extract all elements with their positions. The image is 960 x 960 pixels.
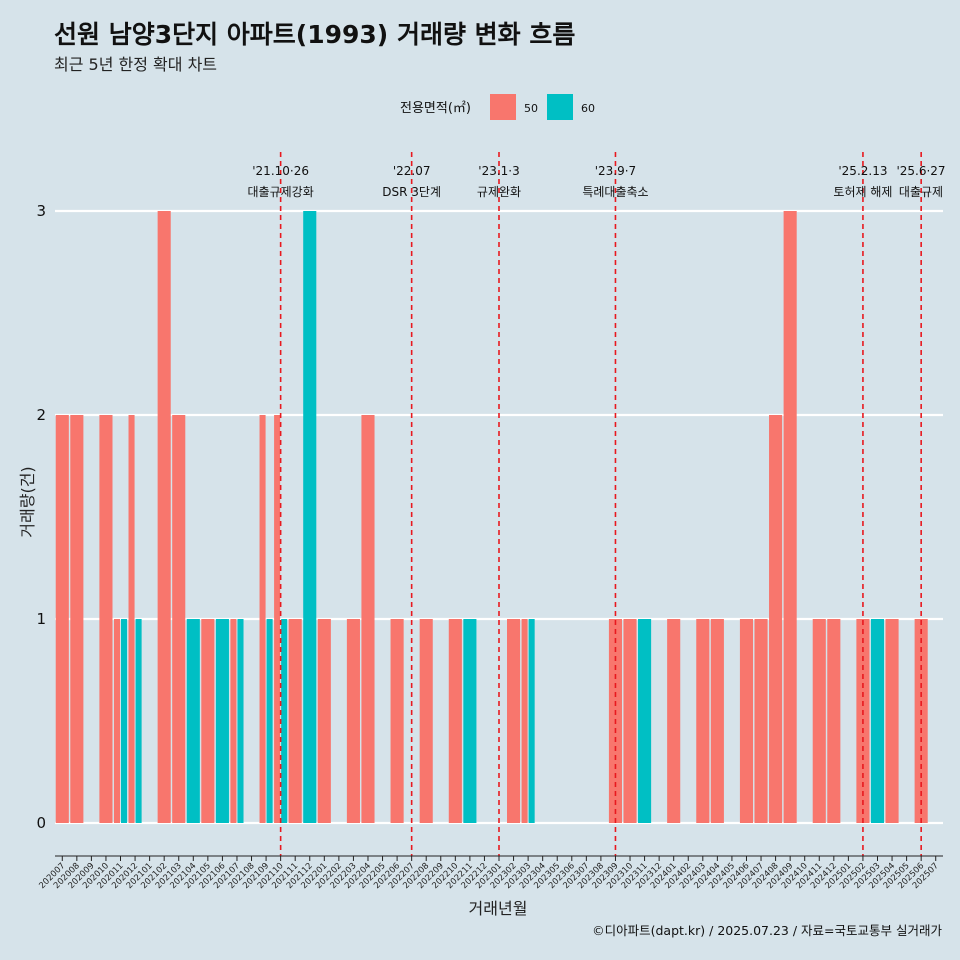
bar-50 <box>419 619 433 823</box>
bar-50 <box>113 619 121 823</box>
bar-50 <box>710 619 724 823</box>
caption: ©디아파트(dapt.kr) / 2025.07.23 / 자료=국토교통부 실… <box>592 923 942 938</box>
event-date: '23.9·7 <box>595 164 636 178</box>
bar-60 <box>186 619 200 823</box>
bar-50 <box>128 415 135 823</box>
bar-50 <box>259 415 266 823</box>
bars <box>55 211 928 823</box>
bar-50 <box>361 415 375 823</box>
bar-50 <box>157 211 171 823</box>
event-label: DSR 3단계 <box>382 185 441 199</box>
bar-60 <box>303 211 317 823</box>
x-axis-title: 거래년월 <box>469 899 528 918</box>
bar-50 <box>812 619 826 823</box>
bar-50 <box>827 619 841 823</box>
bar-50 <box>55 415 69 823</box>
bar-60 <box>266 619 273 823</box>
bar-50 <box>754 619 768 823</box>
bar-60 <box>237 619 244 823</box>
event-date: '25.2.13 <box>838 164 887 178</box>
legend-swatch-60 <box>547 94 573 120</box>
event-date: '22.07 <box>393 164 431 178</box>
y-tick-label: 1 <box>36 610 46 628</box>
chart-title: 선원 남양3단지 아파트(1993) 거래량 변화 흐름 <box>54 20 575 49</box>
bar-50 <box>317 619 331 823</box>
bar-50 <box>274 415 281 823</box>
bar-50 <box>769 415 783 823</box>
bar-50 <box>448 619 462 823</box>
bar-50 <box>739 619 754 823</box>
bar-60 <box>528 619 535 823</box>
bar-50 <box>783 211 797 823</box>
bar-50 <box>623 619 637 823</box>
legend-title: 전용면적(㎡) <box>400 101 471 116</box>
y-axis-title: 거래량(건) <box>18 466 37 537</box>
bar-50 <box>230 619 237 823</box>
event-date: '23.1·3 <box>478 164 519 178</box>
event-label: 특례대출축소 <box>582 185 648 199</box>
bar-50 <box>70 415 84 823</box>
bar-60 <box>638 619 652 823</box>
legend: 전용면적(㎡) 50 60 <box>400 94 595 120</box>
bar-50 <box>346 619 360 823</box>
bar-50 <box>521 619 528 823</box>
y-tick-label: 0 <box>36 814 46 832</box>
bar-50 <box>667 619 681 823</box>
chart-subtitle: 최근 5년 한정 확대 차트 <box>54 55 217 74</box>
y-axis: 0 1 2 3 <box>36 202 46 832</box>
bar-50 <box>507 619 521 823</box>
bar-50 <box>288 619 302 823</box>
bar-60 <box>463 619 477 823</box>
bar-50 <box>696 619 710 823</box>
event-label: 대출규제강화 <box>248 185 314 199</box>
x-axis: 2020072020082020092020102020112020122021… <box>37 855 943 891</box>
bar-60 <box>135 619 142 823</box>
bar-60 <box>121 619 128 823</box>
bar-50 <box>99 415 113 823</box>
bar-50 <box>390 619 404 823</box>
bar-50 <box>172 415 186 823</box>
legend-label-50: 50 <box>524 102 538 115</box>
event-date: '25.6·27 <box>896 164 945 178</box>
event-markers: '21.10·26 대출규제강화 '22.07 DSR 3단계 '23.1·3 규제완화 '… <box>248 152 946 856</box>
bar-60 <box>870 619 885 823</box>
bar-50 <box>885 619 899 823</box>
legend-label-60: 60 <box>581 102 595 115</box>
event-date: '21.10·26 <box>252 164 309 178</box>
bar-50 <box>201 619 215 823</box>
event-label: 규제완화 <box>477 185 521 199</box>
y-tick-label: 3 <box>36 202 46 220</box>
bar-60 <box>281 619 288 823</box>
bar-60 <box>215 619 229 823</box>
y-tick-label: 2 <box>36 406 46 424</box>
legend-swatch-50 <box>490 94 516 120</box>
event-label: 대출규제 <box>899 185 943 199</box>
event-label: 토허제 해제 <box>833 185 892 199</box>
